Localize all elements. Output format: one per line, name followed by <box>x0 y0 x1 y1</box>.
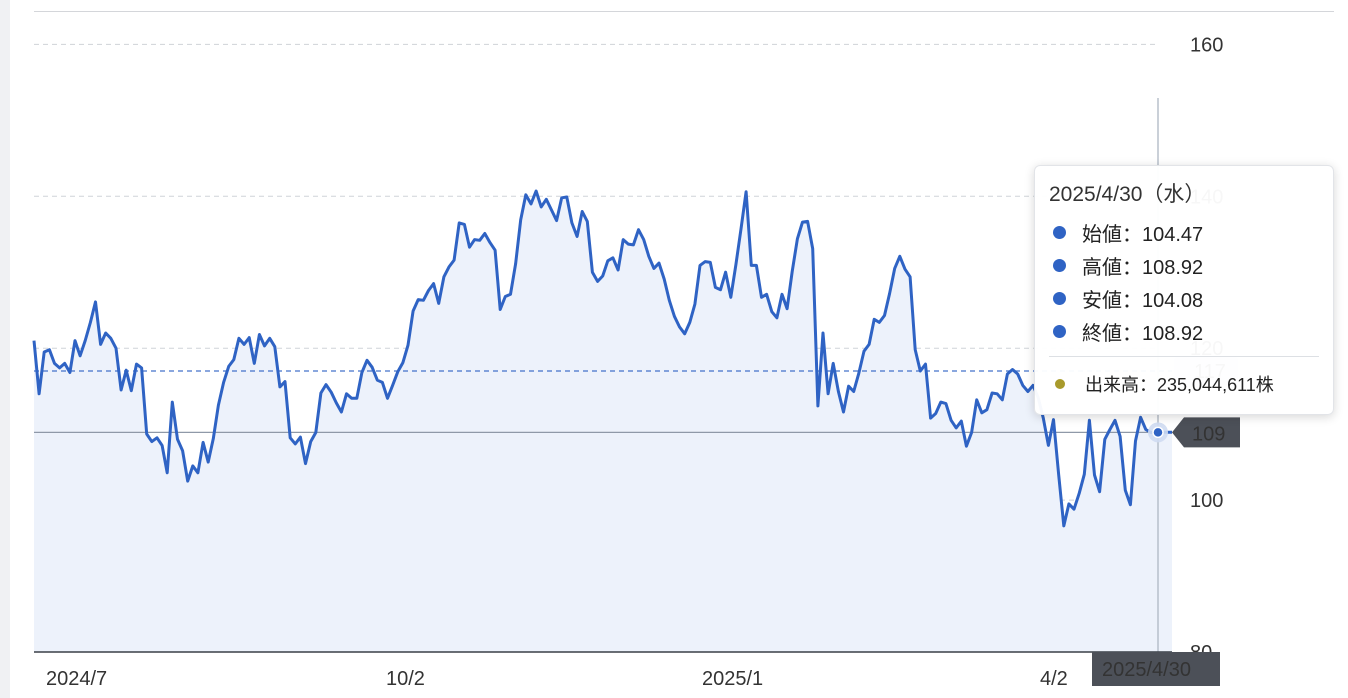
tooltip-volume: 出来高：235,044,611株 <box>1085 374 1274 395</box>
volume-dot-icon <box>1055 378 1065 389</box>
price-line[interactable] <box>32 189 1172 528</box>
hover-point[interactable] <box>1152 426 1164 439</box>
tooltip-row-close: 終値：108.92 <box>1049 315 1319 348</box>
tooltip-row-high: 高値：108.92 <box>1049 249 1319 282</box>
tooltip-date: 2025/4/30（水） <box>1049 183 1206 206</box>
tooltip-close: 終値：108.92 <box>1082 323 1204 345</box>
y-tick-label: 160 <box>1190 34 1223 56</box>
tooltip-high: 高値：108.92 <box>1082 257 1204 279</box>
tooltip-low: 安値：104.08 <box>1082 290 1204 312</box>
series-dot-icon <box>1053 226 1066 239</box>
svg-text:109: 109 <box>1192 423 1225 445</box>
series-dot-icon <box>1053 259 1066 272</box>
current-value-label: 109 <box>1172 417 1240 448</box>
series-dot-icon <box>1053 292 1066 305</box>
left-panel-edge <box>0 0 10 698</box>
tooltip-row-open: 始値：104.47 <box>1049 216 1319 249</box>
tooltip-row-volume: 出来高：235,044,611株 <box>1049 367 1319 400</box>
y-tick-label: 100 <box>1190 490 1223 512</box>
tooltip-divider <box>1049 356 1319 357</box>
x-tick-label: 2024/7 <box>46 668 107 690</box>
series-dot-icon <box>1053 325 1066 338</box>
tooltip-open: 始値：104.47 <box>1082 224 1204 246</box>
x-tick-label: 10/2 <box>386 668 425 690</box>
price-tooltip: 2025/4/30（水） 始値：104.47 高値：108.92 安値：104.… <box>1034 165 1334 415</box>
hover-date-label: 2025/4/30 <box>1092 652 1220 686</box>
x-tick-label: 4/2 <box>1040 668 1068 690</box>
x-tick-label: 2025/1 <box>702 668 763 690</box>
svg-text:2025/4/30: 2025/4/30 <box>1102 659 1191 681</box>
price-area-fill <box>34 191 1172 652</box>
tooltip-row-low: 安値：104.08 <box>1049 282 1319 315</box>
top-divider <box>34 11 1334 12</box>
